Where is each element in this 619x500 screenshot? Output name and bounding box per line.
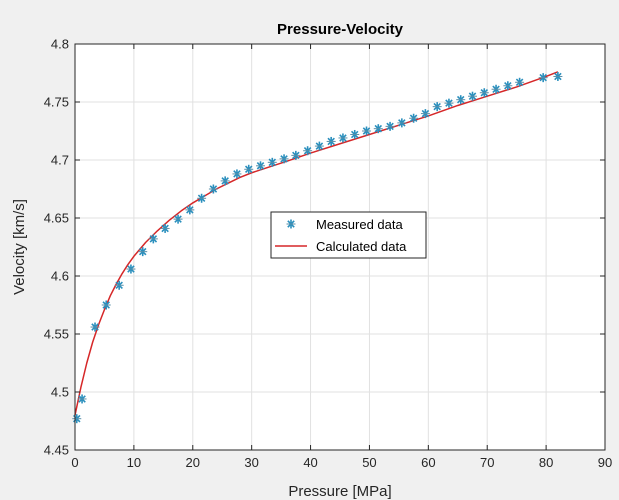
x-tick-label: 70 — [480, 455, 494, 470]
measured-point — [279, 154, 289, 164]
measured-point — [362, 126, 371, 136]
x-tick-label: 50 — [362, 455, 376, 470]
x-tick-label: 40 — [303, 455, 317, 470]
measured-point — [515, 77, 525, 87]
measured-point — [267, 157, 277, 167]
measured-point — [338, 133, 348, 143]
x-tick-label: 80 — [539, 455, 553, 470]
measured-point — [77, 394, 87, 404]
measured-point — [479, 88, 489, 98]
y-tick-label: 4.45 — [44, 443, 69, 458]
x-tick-label: 90 — [598, 455, 612, 470]
y-tick-label: 4.7 — [51, 153, 69, 168]
measured-point — [553, 71, 563, 81]
measured-point — [72, 414, 82, 424]
measured-point — [232, 169, 242, 179]
measured-point — [160, 223, 170, 233]
measured-point — [385, 121, 395, 131]
measured-point — [456, 95, 466, 105]
measured-point — [220, 176, 230, 186]
measured-point — [397, 118, 407, 128]
measured-point — [185, 205, 195, 215]
measured-point — [244, 164, 254, 174]
y-axis-title: Velocity [km/s] — [11, 199, 28, 295]
measured-point — [291, 150, 301, 160]
measured-point — [444, 98, 454, 108]
y-tick-label: 4.6 — [51, 269, 69, 284]
x-tick-label: 0 — [71, 455, 78, 470]
legend-asterisk-icon — [286, 219, 296, 229]
measured-point — [90, 322, 100, 332]
chart-title: Pressure-Velocity — [277, 21, 404, 38]
y-tick-label: 4.55 — [44, 327, 69, 342]
x-tick-label: 20 — [186, 455, 200, 470]
measured-point — [256, 161, 265, 171]
legend-label-measured: Measured data — [316, 217, 403, 232]
measured-point — [173, 214, 183, 224]
y-tick-label: 4.65 — [44, 211, 69, 226]
axis-ticks: 0 10 20 30 40 50 60 70 80 90 4.45 4.5 4.55 4.6 4.65 4.7… — [44, 37, 613, 471]
measured-point — [101, 300, 111, 310]
y-tick-label: 4.75 — [44, 95, 69, 110]
measured-point — [138, 247, 148, 257]
measured-point — [420, 109, 430, 119]
x-tick-label: 60 — [421, 455, 435, 470]
measured-point — [468, 91, 477, 101]
measured-point — [432, 102, 442, 112]
x-axis-title: Pressure [MPa] — [288, 483, 391, 500]
measured-point — [373, 124, 383, 134]
measured-point — [350, 129, 360, 139]
plot-frame — [74, 43, 606, 451]
measured-point — [491, 84, 501, 94]
legend-marker-measured — [286, 219, 296, 229]
measured-point — [538, 73, 548, 83]
measured-point — [208, 184, 218, 194]
x-tick-label: 10 — [127, 455, 141, 470]
legend: Measured data Calculated data — [270, 211, 427, 259]
x-tick-label: 30 — [244, 455, 258, 470]
legend-box — [270, 211, 427, 259]
measured-point — [148, 234, 158, 244]
y-tick-label: 4.5 — [51, 385, 69, 400]
y-tick-label: 4.8 — [51, 37, 69, 52]
measured-point — [409, 113, 419, 123]
measured-point — [197, 193, 207, 203]
measured-point — [114, 280, 124, 290]
measured-point — [126, 264, 136, 274]
legend-label-calculated: Calculated data — [316, 239, 407, 254]
measured-point — [503, 81, 513, 91]
measured-series — [72, 71, 563, 424]
measured-point — [314, 141, 324, 151]
measured-point — [326, 136, 336, 146]
measured-point — [303, 146, 313, 156]
